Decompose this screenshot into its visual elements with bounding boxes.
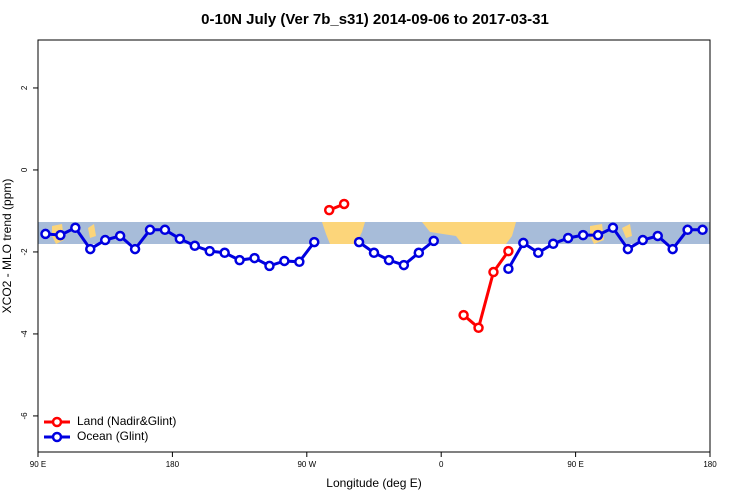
point [562,232,574,244]
x-tick-label: 90 W [297,460,316,469]
point [473,322,484,334]
point [279,255,290,267]
point [234,254,245,266]
point [637,234,649,246]
series-line [462,250,510,331]
x-tick-label: 0 [439,460,444,469]
point [428,235,439,247]
point [99,234,111,246]
x-tick-label: 180 [703,460,717,469]
point [518,237,529,249]
y-tick-label: -6 [20,412,29,420]
point [652,230,663,242]
x-tick-label: 90 E [567,460,583,469]
point [204,245,215,257]
point [682,224,693,236]
plot-frame [37,39,711,453]
point [547,238,559,249]
point [249,252,260,264]
point [667,243,678,255]
point [323,204,335,216]
legend-label: Land (Nadir&Glint) [77,414,176,428]
point [309,236,320,248]
point [622,243,634,255]
point [144,224,156,236]
point [85,243,96,255]
point [129,243,141,255]
point [697,224,708,236]
point [219,247,230,259]
y-tick-label: 2 [20,85,29,90]
y-axis-label: XCO2 - MLO trend (ppm) [0,179,14,314]
legend-marker [51,431,63,443]
point [458,309,469,321]
map-band [38,222,710,244]
point [607,222,619,234]
point [159,224,171,236]
point [503,263,514,275]
y-tick-label: 0 [20,167,29,172]
point [294,256,305,268]
point [398,259,410,271]
point [264,260,275,272]
point [70,222,81,234]
point [592,229,604,241]
point [174,233,186,245]
point [577,229,589,241]
point [488,266,499,278]
point [503,245,514,257]
point [189,240,201,252]
point [533,247,544,259]
point [338,198,350,210]
chart-title: 0-10N July (Ver 7b_s31) 2014-09-06 to 20… [201,11,549,28]
x-tick-label: 180 [166,460,180,469]
point [383,254,395,266]
point [55,229,66,241]
legend-marker [51,416,63,428]
y-tick-label: -2 [20,248,29,256]
point [368,247,380,259]
point [353,236,365,248]
point [40,228,51,240]
x-axis-label: Longitude (deg E) [326,476,421,490]
y-tick-label: -4 [20,330,29,338]
legend-label: Ocean (Glint) [77,429,148,443]
point [413,247,425,259]
x-tick-label: 90 E [30,460,46,469]
point [114,230,126,242]
